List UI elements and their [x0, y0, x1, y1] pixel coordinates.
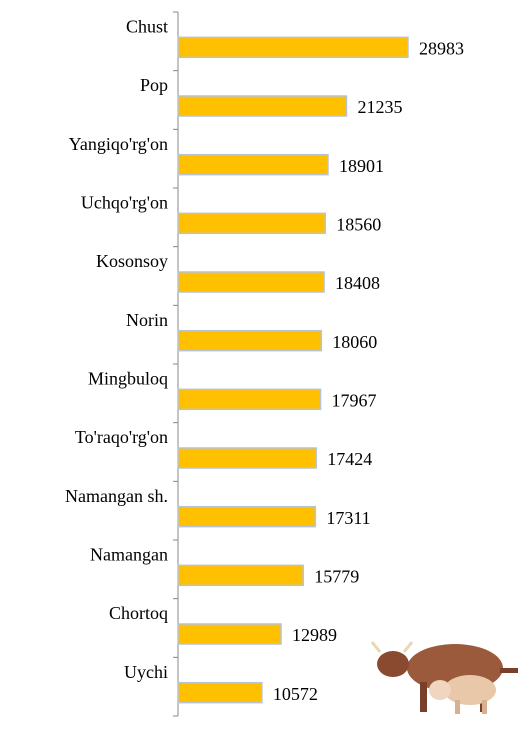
category-label: Kosonsoy	[96, 251, 168, 271]
category-label: Namangan	[90, 544, 168, 564]
value-label: 17424	[327, 449, 372, 469]
value-label: 17311	[326, 508, 370, 528]
category-label: Uchqo'rg'on	[81, 192, 168, 212]
value-label: 18408	[335, 273, 380, 293]
category-label: Yangiqo'rg'on	[69, 134, 168, 154]
bar	[177, 388, 322, 411]
bar	[177, 564, 304, 587]
value-label: 12989	[292, 625, 337, 645]
bar	[177, 271, 325, 293]
category-label: Chust	[126, 16, 168, 36]
value-label: 18560	[336, 214, 381, 234]
animals-illustration	[370, 641, 518, 714]
value-label: 18060	[332, 332, 377, 352]
value-label: 18901	[339, 156, 384, 176]
bar	[177, 681, 263, 704]
value-label: 28983	[419, 38, 464, 58]
category-label: Norin	[126, 310, 168, 330]
category-label: Pop	[140, 75, 168, 95]
category-label: Chortoq	[109, 603, 168, 623]
bar	[177, 95, 348, 117]
category-label: To'raqo'rg'on	[75, 427, 168, 447]
bar	[177, 505, 317, 528]
value-label: 15779	[314, 566, 359, 586]
value-label: 17967	[332, 390, 377, 410]
bar	[177, 447, 318, 469]
bar	[177, 212, 327, 235]
value-label: 10572	[273, 684, 318, 704]
category-label: Mingbuloq	[88, 368, 168, 388]
bar	[177, 153, 329, 176]
bar	[177, 623, 282, 645]
category-label: Uychi	[124, 662, 168, 682]
category-label: Namangan sh.	[65, 486, 168, 506]
value-label: 21235	[357, 97, 402, 117]
bar	[177, 329, 323, 352]
bar	[177, 36, 409, 59]
